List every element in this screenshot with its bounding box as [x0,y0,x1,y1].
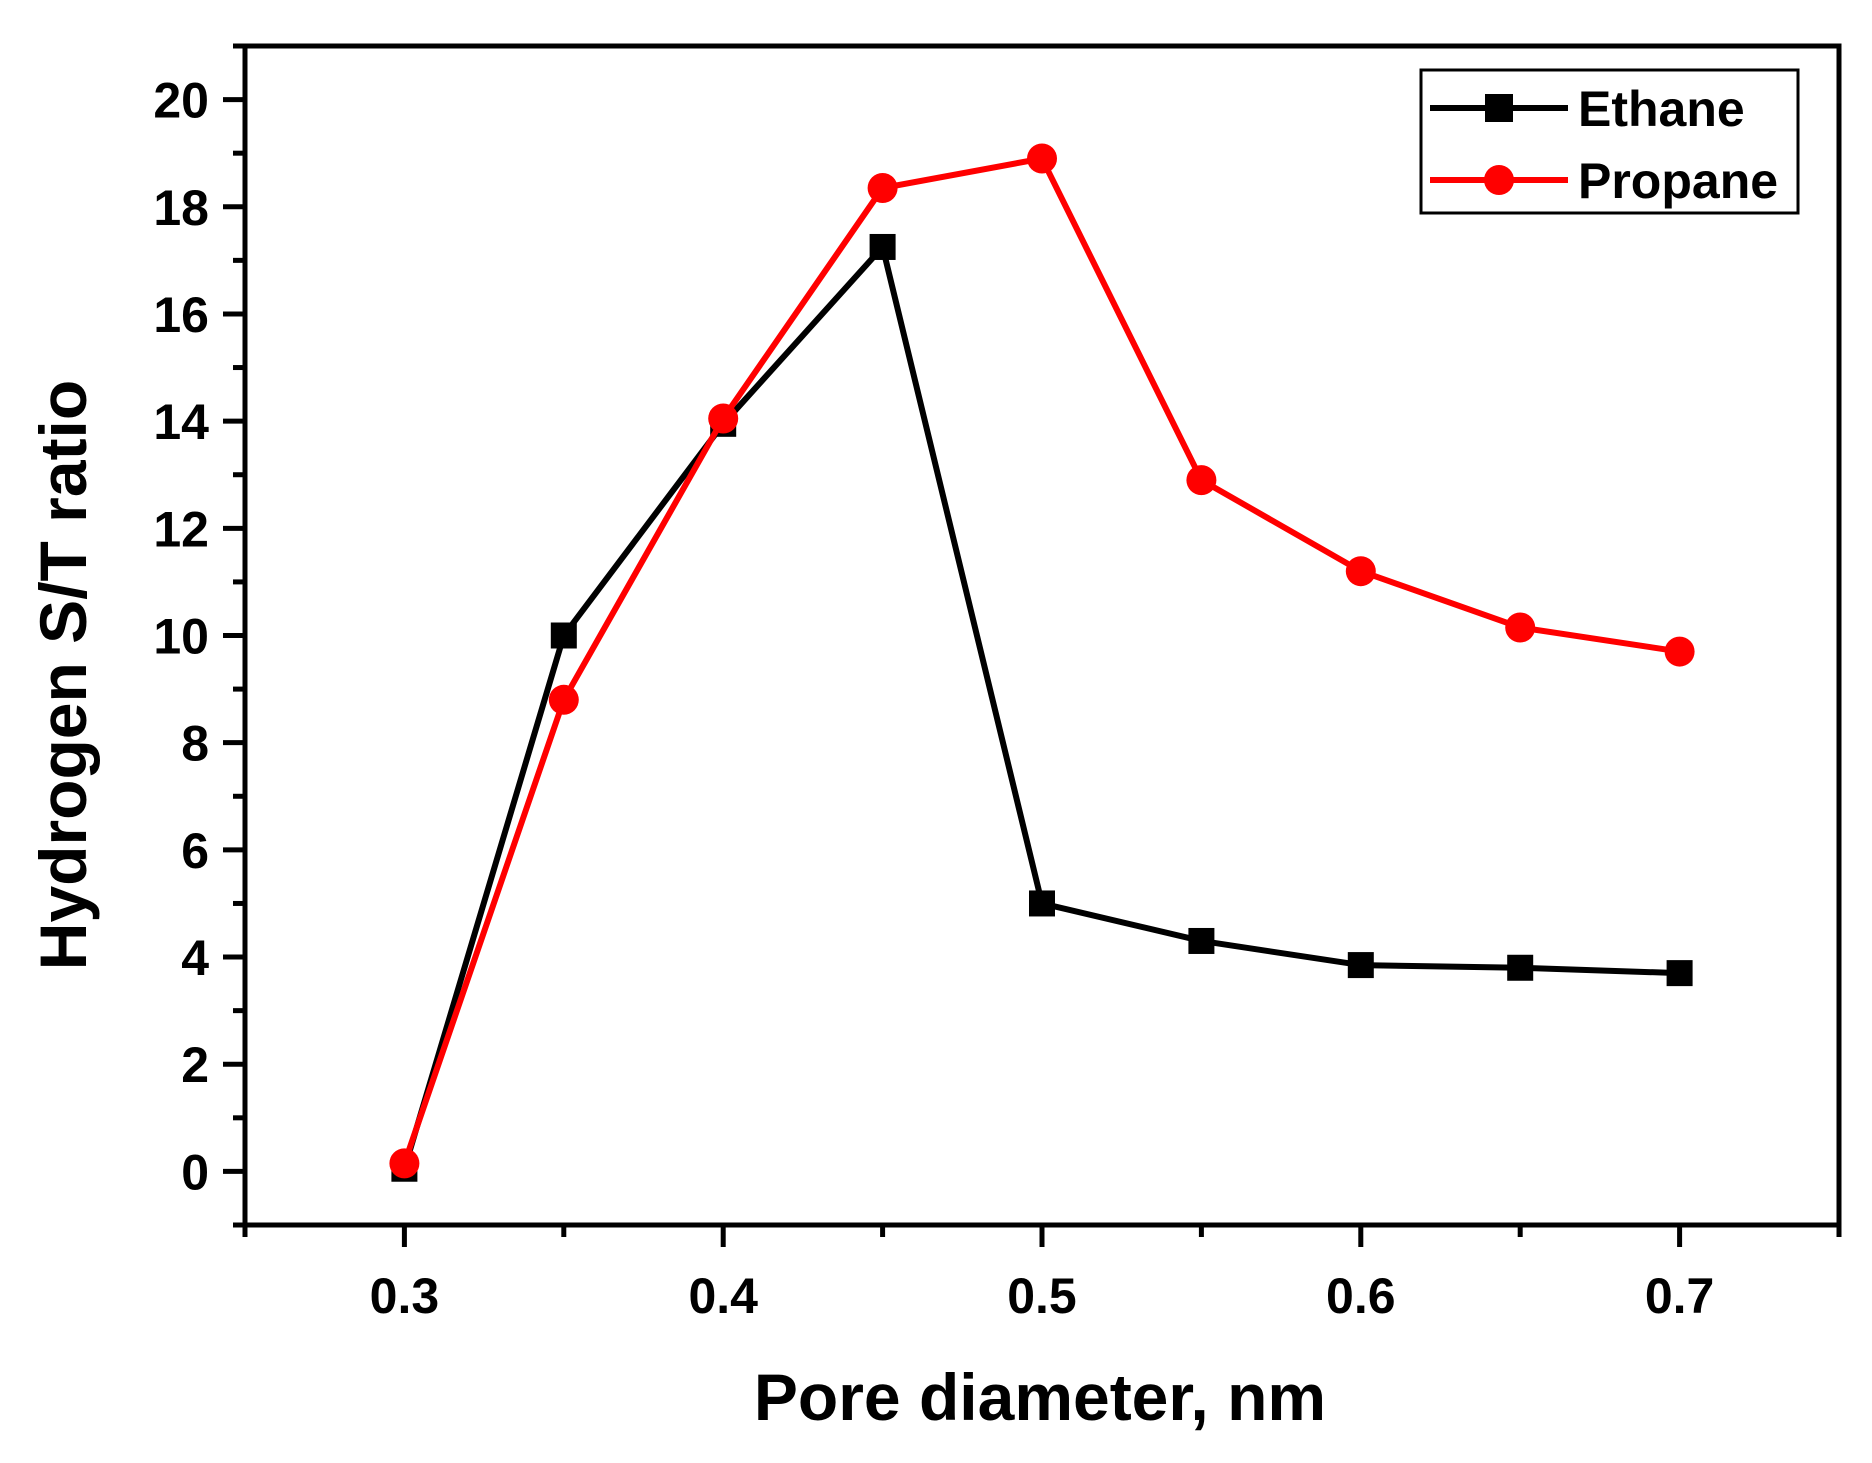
x-tick-label: 0.5 [1007,1268,1077,1324]
legend-entry-propane: Propane [1430,153,1778,209]
y-tick-label: 0 [181,1144,209,1200]
y-tick-label: 12 [153,501,209,557]
y-tick-label: 2 [181,1037,209,1093]
y-tick-label: 6 [181,823,209,879]
legend: Ethane Propane [1419,68,1800,215]
data-point-propane [1664,636,1695,667]
data-point-ethane [1029,890,1055,917]
y-tick-label: 18 [153,180,209,236]
data-point-propane [1345,556,1376,587]
legend-label-propane: Propane [1578,153,1778,209]
x-tick-label: 0.7 [1645,1268,1715,1324]
y-axis-title: Hydrogen S/T ratio [26,380,100,970]
x-axis-title: Pore diameter, nm [754,1360,1326,1434]
data-point-propane [1505,612,1536,643]
data-point-ethane [1188,927,1215,954]
data-point-ethane [1666,960,1693,987]
x-axis: 0.3 0.4 0.5 0.6 0.7 [242,1225,1842,1324]
x-tick-label: 0.3 [370,1268,440,1324]
x-tick-label: 0.4 [688,1268,758,1324]
data-point-propane [708,403,739,434]
data-point-propane [548,684,579,715]
y-axis: 0 2 4 6 8 10 12 14 16 18 20 [153,43,245,1228]
y-tick-label: 20 [153,73,209,129]
data-point-ethane [1507,954,1534,981]
data-point-ethane [869,233,896,260]
series-propane [389,143,1695,1179]
y-tick-label: 8 [181,716,209,772]
data-point-propane [1027,143,1057,174]
data-point-propane [867,173,898,204]
data-point-ethane [550,622,577,649]
legend-marker-propane [1484,165,1514,195]
data-point-propane [1186,465,1217,496]
y-tick-label: 4 [181,930,209,986]
plot-series [389,143,1695,1182]
data-point-propane [389,1148,420,1179]
x-tick-label: 0.6 [1326,1268,1396,1324]
y-tick-label: 10 [153,609,209,665]
legend-entry-ethane: Ethane [1430,81,1745,137]
legend-marker-ethane [1485,94,1513,122]
y-tick-label: 14 [153,394,209,450]
legend-label-ethane: Ethane [1578,81,1745,137]
data-point-ethane [1347,952,1374,979]
y-tick-label: 16 [153,287,209,343]
legend-box [1419,68,1800,215]
